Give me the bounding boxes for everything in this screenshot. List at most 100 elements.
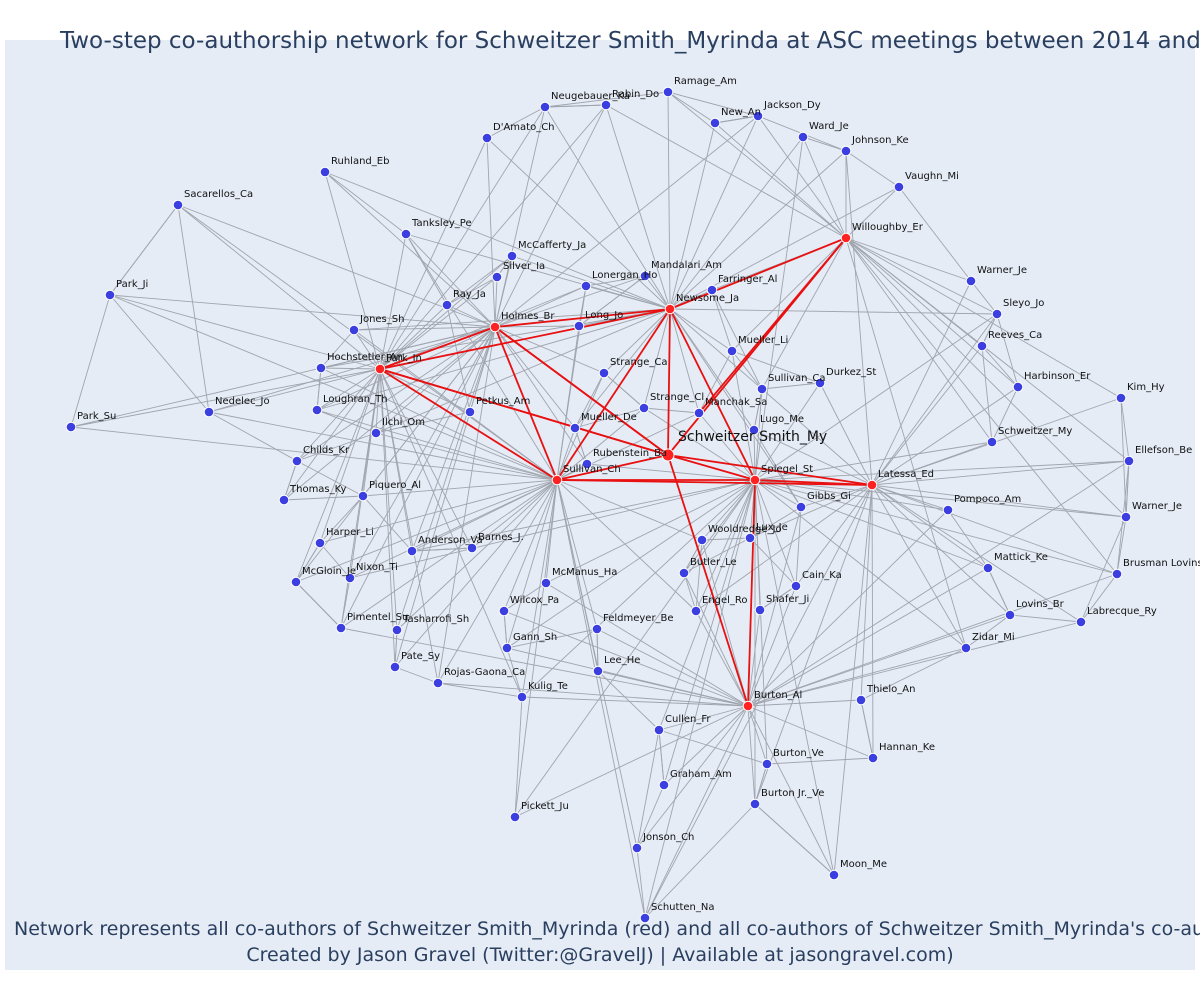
edge-gray xyxy=(683,479,756,574)
node-warner-je2[interactable] xyxy=(1120,511,1132,523)
node-pickett-ju[interactable] xyxy=(509,811,521,823)
node-jonson-ch[interactable] xyxy=(631,842,643,854)
node-schweitzer-my[interactable] xyxy=(986,436,998,448)
node-burton-jr-ve[interactable] xyxy=(749,798,761,810)
node-reeves-ca[interactable] xyxy=(976,340,988,352)
node-kulig-te[interactable] xyxy=(516,691,528,703)
node-nedelec-jo[interactable] xyxy=(203,406,215,418)
node-spiegel-st[interactable] xyxy=(749,474,761,486)
node-tasharrofi-sh[interactable] xyxy=(391,624,403,636)
edge-gray xyxy=(394,326,496,668)
node-ellefson-be[interactable] xyxy=(1123,455,1135,467)
node-brusman-lovins[interactable] xyxy=(1111,568,1123,580)
node-holmes-br[interactable] xyxy=(489,321,501,333)
node-loughran-th[interactable] xyxy=(311,404,323,416)
node-schweitzer-smith-my[interactable] xyxy=(661,448,675,462)
node-mueller-li[interactable] xyxy=(726,345,738,357)
node-johnson-ke[interactable] xyxy=(840,145,852,157)
node-mueller-de[interactable] xyxy=(569,422,581,434)
node-childs-kr[interactable] xyxy=(291,455,303,467)
node-lee-he[interactable] xyxy=(592,665,604,677)
node-farringer-al[interactable] xyxy=(706,284,718,296)
node-graham-am[interactable] xyxy=(658,779,670,791)
node-jackson-dy[interactable] xyxy=(752,110,764,122)
node-willoughby-er[interactable] xyxy=(840,232,852,244)
node-petkus-am[interactable] xyxy=(464,406,476,418)
node-hannan-ke[interactable] xyxy=(867,752,879,764)
node-thielo-an[interactable] xyxy=(855,694,867,706)
node-tanksley-pe[interactable] xyxy=(400,228,412,240)
node-sullivan-ch[interactable] xyxy=(551,474,563,486)
node-pimentel-su[interactable] xyxy=(335,622,347,634)
node-thomas-ky[interactable] xyxy=(278,494,290,506)
node-park-su[interactable] xyxy=(65,421,77,433)
node-anderson-va[interactable] xyxy=(406,545,418,557)
node-park-ji[interactable] xyxy=(104,289,116,301)
node-lux-je[interactable] xyxy=(744,532,756,544)
node-long-jo[interactable] xyxy=(573,320,585,332)
node-mattick-ke[interactable] xyxy=(982,562,994,574)
node-mcmanus-ha[interactable] xyxy=(540,577,552,589)
node-ray-ja[interactable] xyxy=(441,299,453,311)
node-ward-je[interactable] xyxy=(797,131,809,143)
node-sullivan-ca[interactable] xyxy=(756,383,768,395)
node-rabin-do[interactable] xyxy=(600,99,612,111)
node-mccafferty-ja[interactable] xyxy=(506,250,518,262)
node-harper-li[interactable] xyxy=(314,537,326,549)
node-hochstetler-an[interactable] xyxy=(315,362,327,374)
node-newsome-ja[interactable] xyxy=(664,303,676,315)
node-moon-me[interactable] xyxy=(828,869,840,881)
node-vaughn-mi[interactable] xyxy=(893,181,905,193)
node-gann-sh[interactable] xyxy=(501,642,513,654)
edge-gray xyxy=(1125,460,1130,518)
node-strange-ca[interactable] xyxy=(598,367,610,379)
node-barnes-j-[interactable] xyxy=(466,542,478,554)
node-wilcox-pa[interactable] xyxy=(498,605,510,617)
node-nixon-ti[interactable] xyxy=(344,572,356,584)
node-neugebauer-ka[interactable] xyxy=(539,101,551,113)
node-burton-ve[interactable] xyxy=(761,758,773,770)
node-warner-je[interactable] xyxy=(965,275,977,287)
node-sleyo-jo[interactable] xyxy=(991,308,1003,320)
node-shafer-ji[interactable] xyxy=(754,604,766,616)
node-schutten-na[interactable] xyxy=(639,912,651,924)
node-mcgloin-je[interactable] xyxy=(290,576,302,588)
node-sacarellos-ca[interactable] xyxy=(172,199,184,211)
node-wooldredge-jo[interactable] xyxy=(696,534,708,546)
node-lugo-me[interactable] xyxy=(748,424,760,436)
node-pate-sy[interactable] xyxy=(389,661,401,673)
node-d-amato-ch[interactable] xyxy=(481,132,493,144)
node-mandalari-am[interactable] xyxy=(639,270,651,282)
node-new-an[interactable] xyxy=(709,117,721,129)
node-harbinson-er[interactable] xyxy=(1012,381,1024,393)
node-cullen-fr[interactable] xyxy=(653,724,665,736)
node-lonergan-ho[interactable] xyxy=(580,280,592,292)
node-pompoco-am[interactable] xyxy=(942,504,954,516)
node-ruhland-eb[interactable] xyxy=(319,166,331,178)
node-durkez-st[interactable] xyxy=(814,377,826,389)
node-feldmeyer-be[interactable] xyxy=(591,623,603,635)
node-silver-ia[interactable] xyxy=(491,271,503,283)
node-park-in[interactable] xyxy=(374,363,386,375)
node-gibbs-gi[interactable] xyxy=(795,501,807,513)
node-latessa-ed[interactable] xyxy=(866,479,878,491)
node-ilchi-om[interactable] xyxy=(370,427,382,439)
node-butler-le[interactable] xyxy=(678,567,690,579)
node-ramage-am[interactable] xyxy=(662,86,674,98)
node-cain-ka[interactable] xyxy=(790,580,802,592)
node-lovins-br[interactable] xyxy=(1004,609,1016,621)
node-kim-hy[interactable] xyxy=(1115,392,1127,404)
node-jones-sh[interactable] xyxy=(348,324,360,336)
node-engel-ro[interactable] xyxy=(690,605,702,617)
node-rubenstein-ba[interactable] xyxy=(581,458,593,470)
node-zidar-mi[interactable] xyxy=(960,642,972,654)
node-manchak-sa[interactable] xyxy=(693,407,705,419)
node-burton-al[interactable] xyxy=(742,700,754,712)
edge-gray xyxy=(683,539,703,574)
edge-red xyxy=(556,454,669,481)
edge-gray xyxy=(394,479,558,668)
node-labrecque-ry[interactable] xyxy=(1075,616,1087,628)
node-piquero-al[interactable] xyxy=(357,490,369,502)
node-rojas-gaona-ca[interactable] xyxy=(432,677,444,689)
node-strange-cl[interactable] xyxy=(638,402,650,414)
